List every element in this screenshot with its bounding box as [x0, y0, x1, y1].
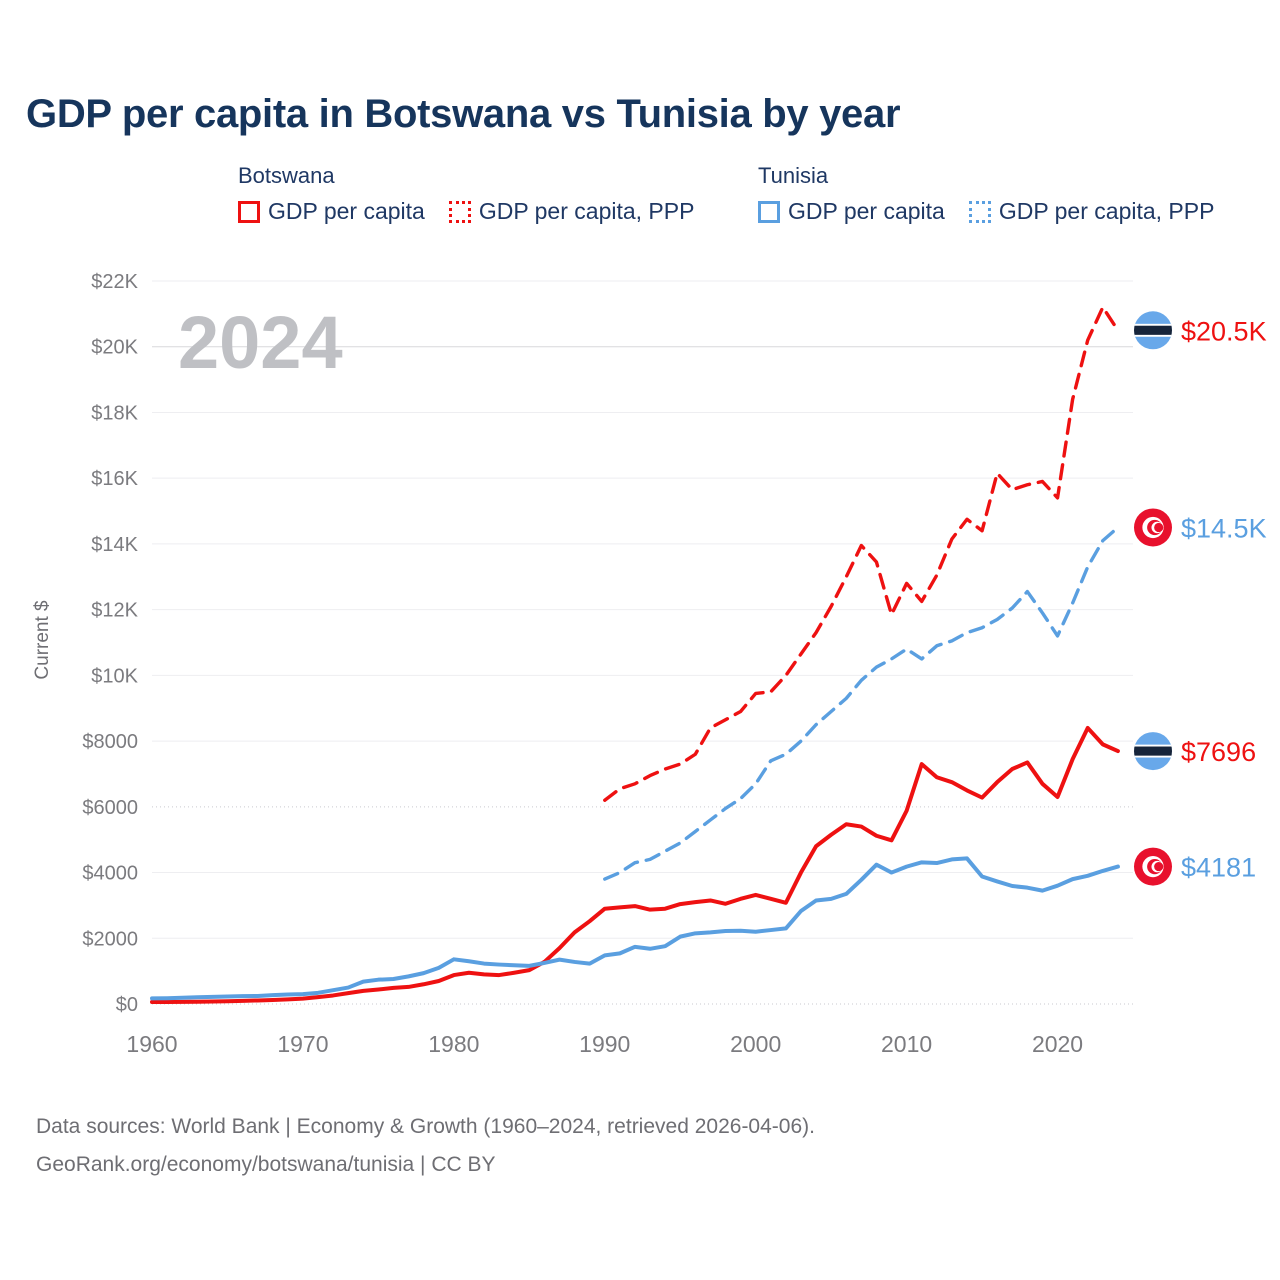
end-label-botswana: $7696: [1134, 732, 1256, 771]
legend-item-botswana-gdp[interactable]: GDP per capita: [238, 198, 425, 225]
x-tick-label: 2000: [730, 1031, 781, 1057]
x-tick-label: 2020: [1032, 1031, 1083, 1057]
legend-group-tunisia: Tunisia GDP per capita GDP per capita, P…: [758, 163, 1238, 225]
y-tick-label: $4000: [82, 863, 138, 885]
end-label-value: $20.5K: [1181, 316, 1267, 346]
legend-group-title-tunisia: Tunisia: [758, 163, 829, 188]
end-label-value: $14.5K: [1181, 513, 1267, 543]
legend-group-title-botswana: Botswana: [238, 163, 335, 188]
y-tick-label: $2000: [82, 928, 138, 950]
legend-item-tunisia-gdp-ppp[interactable]: GDP per capita, PPP: [968, 198, 1215, 225]
legend-swatch-solid-blue-icon: [758, 200, 780, 223]
y-axis-ticks: $0 $2000 $4000 $6000 $8000 $10K $12K $14K $16K $1…: [82, 271, 138, 1016]
legend-label-tunisia-gdp: GDP per capita: [788, 198, 945, 224]
y-axis-title: Current $: [32, 600, 53, 680]
y-tick-label: $8000: [82, 731, 138, 753]
series-line: [150, 856, 1120, 1001]
tunisia-flag-icon: [1134, 847, 1172, 886]
x-tick-label: 1970: [277, 1031, 328, 1057]
legend-swatch-solid-red-icon: [238, 200, 260, 223]
botswana-flag-icon: [1134, 732, 1172, 771]
legend-label-botswana-gdp-ppp: GDP per capita, PPP: [478, 198, 695, 224]
y-tick-label: $12K: [91, 600, 138, 622]
year-watermark: 2024: [178, 301, 343, 384]
legend-label-tunisia-gdp-ppp: GDP per capita, PPP: [998, 198, 1215, 224]
end-labels: $20.5K $14.5K $7696 $4181: [1134, 311, 1267, 886]
end-label-botswana: $20.5K: [1134, 311, 1267, 350]
series-line: [150, 725, 1120, 1005]
x-tick-label: 2010: [881, 1031, 932, 1057]
x-tick-label: 1980: [428, 1031, 479, 1057]
botswana-flag-icon: [1134, 311, 1172, 350]
page-title: GDP per capita in Botswana vs Tunisia by…: [26, 92, 901, 136]
end-label-tunisia: $4181: [1134, 847, 1256, 886]
footer-attribution: GeoRank.org/economy/botswana/tunisia | C…: [36, 1153, 496, 1176]
legend-swatch-dotted-red-icon: [448, 200, 471, 223]
chart-legend: Botswana GDP per capita GDP per capita, …: [238, 163, 1268, 225]
y-tick-label: $20K: [91, 337, 138, 359]
tunisia-flag-icon: [1134, 508, 1172, 547]
footer: Data sources: World Bank | Economy & Gro…: [36, 1108, 815, 1184]
y-tick-label: $10K: [91, 665, 138, 687]
legend-swatch-dotted-blue-icon: [968, 200, 991, 223]
series-lines: [150, 305, 1120, 1005]
series-line: [603, 305, 1120, 802]
end-label-value: $7696: [1181, 737, 1256, 767]
end-label-value: $4181: [1181, 853, 1256, 883]
y-tick-label: $16K: [91, 468, 138, 490]
y-tick-label: $22K: [91, 271, 138, 293]
legend-item-botswana-gdp-ppp[interactable]: GDP per capita, PPP: [448, 198, 695, 225]
gridlines: [152, 280, 1133, 1005]
x-tick-label: 1960: [126, 1031, 177, 1057]
y-tick-label: $14K: [91, 534, 138, 556]
y-tick-label: $6000: [82, 797, 138, 819]
legend-label-botswana-gdp: GDP per capita: [268, 198, 425, 224]
y-tick-label: $0: [116, 994, 138, 1016]
x-axis-ticks: 1960 1970 1980 1990 2000 2010 2020: [126, 1031, 1083, 1057]
end-label-tunisia: $14.5K: [1134, 508, 1267, 547]
series-line: [603, 525, 1120, 881]
footer-data-sources: Data sources: World Bank | Economy & Gro…: [36, 1115, 815, 1138]
x-tick-label: 1990: [579, 1031, 630, 1057]
legend-item-tunisia-gdp[interactable]: GDP per capita: [758, 198, 945, 225]
legend-group-botswana: Botswana GDP per capita GDP per capita, …: [238, 163, 758, 225]
y-tick-label: $18K: [91, 402, 138, 424]
